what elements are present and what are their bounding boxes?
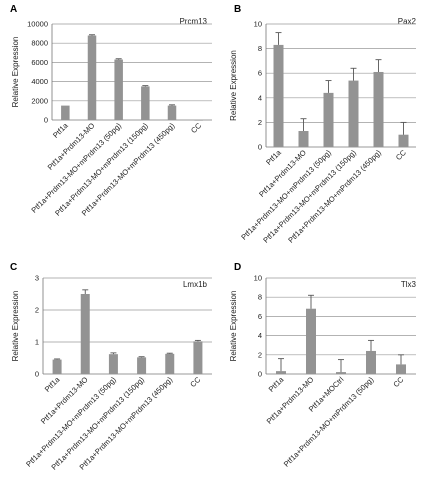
chart-title: Prcm13 — [179, 17, 207, 26]
bar — [398, 134, 409, 147]
bar — [323, 92, 334, 147]
bar — [80, 294, 90, 374]
bar — [366, 350, 376, 374]
panel-letter: D — [234, 262, 241, 273]
bar — [348, 80, 359, 147]
x-tick-label: Ptf1a — [51, 120, 70, 139]
y-tick-label: 0 — [258, 370, 262, 379]
bar — [273, 44, 284, 147]
y-tick-label: 6 — [258, 312, 262, 321]
panel-letter: A — [10, 4, 17, 15]
y-tick-label: 4 — [258, 93, 262, 102]
bar — [396, 364, 406, 374]
x-tick-label: CC — [391, 375, 405, 389]
bar — [373, 71, 384, 147]
x-tick-label: CC — [394, 148, 408, 162]
bar — [306, 308, 316, 374]
bar — [193, 341, 203, 374]
x-tick-label: CC — [188, 375, 202, 389]
y-tick-label: 6 — [258, 69, 262, 78]
y-tick-label: 8 — [258, 44, 262, 53]
chart-title: Pax2 — [398, 17, 417, 26]
x-tick-label: Ptf1a+Prdm13-MO+mPrdm13 (150pg) — [261, 148, 358, 245]
bar — [137, 357, 147, 374]
x-tick-label: Ptf1a+Prdm13-MO+mPrdm13 (50pg) — [239, 148, 333, 242]
bar — [52, 359, 62, 374]
x-tick-label: Ptf1a — [267, 374, 286, 393]
x-tick-label: Ptf1a — [43, 374, 62, 393]
chart-panel-a: A Prcm13 Relative Expression 0 2000 4000 6000 8… — [10, 4, 212, 218]
bar — [167, 105, 177, 120]
chart-panel-b: B Pax2 Relative Expression 0 2 4 6 8 10 Ptf1aPtf1… — [229, 4, 417, 245]
y-axis-label: Relative Expression — [11, 291, 20, 362]
y-axis-label: Relative Expression — [229, 291, 238, 362]
y-tick-label: 6000 — [31, 58, 48, 67]
y-tick-label: 3 — [35, 274, 39, 283]
y-axis-label: Relative Expression — [229, 50, 238, 121]
y-tick-label: 1 — [35, 338, 39, 347]
y-axis-label: Relative Expression — [11, 37, 20, 108]
panel-letter: C — [10, 262, 17, 273]
bar — [165, 353, 175, 374]
y-tick-label: 2 — [258, 118, 262, 127]
y-tick-label: 4000 — [31, 77, 48, 86]
x-tick-label: Ptf1a — [264, 147, 283, 166]
bar — [276, 371, 286, 374]
chart-title: Lmx1b — [183, 280, 208, 289]
chart-title: Tlx3 — [401, 280, 417, 289]
bar — [108, 354, 118, 374]
y-tick-label: 10 — [254, 274, 262, 283]
bar — [114, 59, 123, 120]
bar — [194, 120, 203, 121]
x-tick-label: Ptf1a+Prdm13-MO+mPrdm13 (450pg) — [286, 148, 383, 245]
panel-letter: B — [234, 4, 241, 15]
y-tick-label: 2000 — [31, 96, 48, 105]
y-tick-label: 0 — [35, 370, 39, 379]
bar — [298, 131, 309, 147]
y-tick-label: 2 — [35, 306, 39, 315]
y-tick-label: 2 — [258, 350, 262, 359]
y-tick-label: 10000 — [27, 20, 48, 29]
bar — [61, 105, 70, 120]
y-tick-label: 8000 — [31, 39, 48, 48]
bar — [336, 372, 346, 374]
x-tick-label: Ptf1a+Prdm13-MO — [46, 121, 97, 172]
y-tick-label: 4 — [258, 331, 262, 340]
x-tick-label: CC — [189, 121, 203, 135]
bar — [87, 35, 97, 120]
y-tick-label: 8 — [258, 293, 262, 302]
bar — [141, 86, 150, 120]
y-tick-label: 10 — [254, 20, 262, 29]
y-tick-label: 0 — [44, 116, 48, 125]
y-tick-label: 0 — [258, 143, 262, 152]
